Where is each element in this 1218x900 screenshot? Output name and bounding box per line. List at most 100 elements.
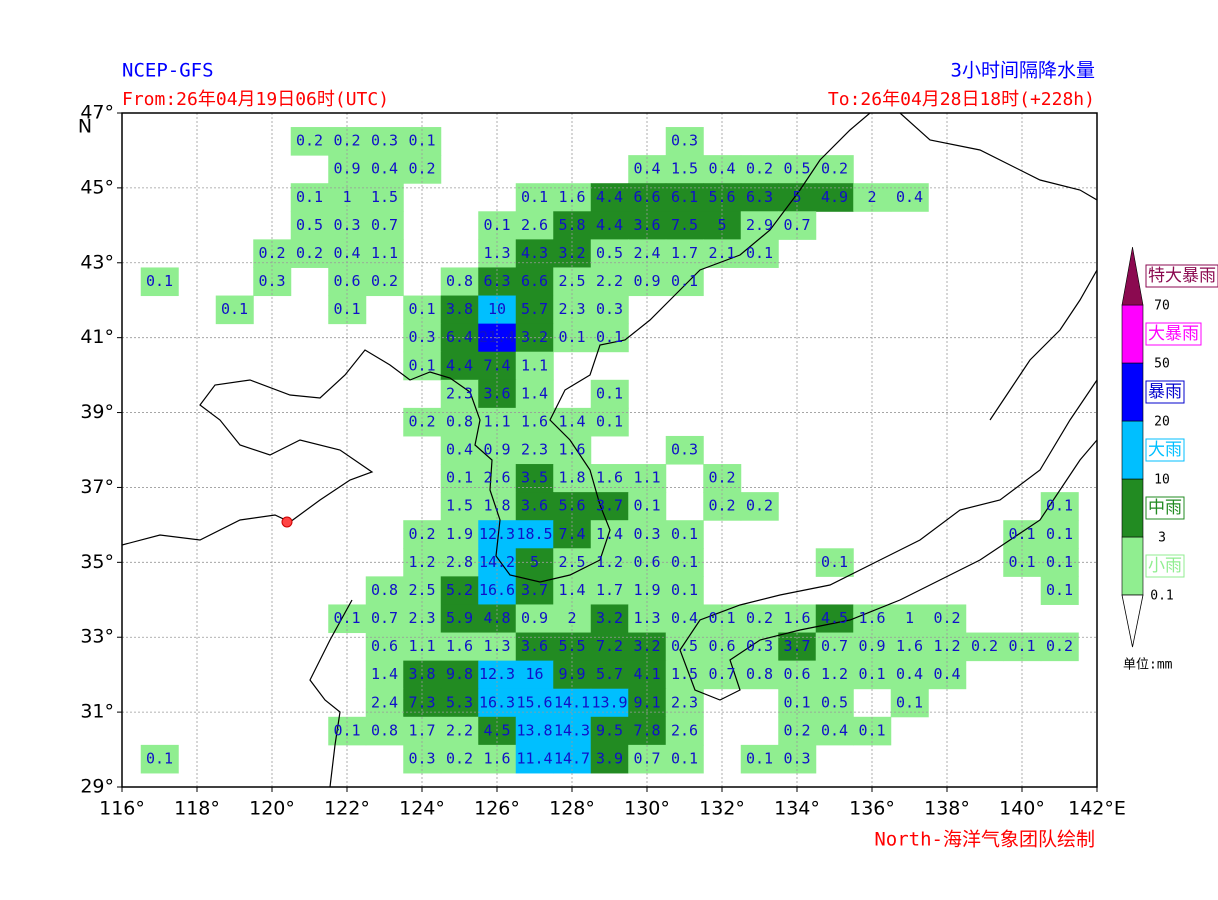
precip-value: 6.4 <box>446 328 473 346</box>
precip-value: 0.9 <box>333 160 360 178</box>
precip-cell <box>515 464 554 493</box>
legend-unit: 单位:mm <box>1123 658 1173 673</box>
precip-value: 0.7 <box>633 749 660 767</box>
precip-value: 6.3 <box>483 272 510 290</box>
x-tick-label: 122° <box>324 798 370 820</box>
precip-value: 2 <box>867 188 876 206</box>
precip-cell <box>365 688 404 718</box>
precip-value: 0.1 <box>1046 525 1073 543</box>
precip-cell <box>515 492 554 521</box>
precip-value: 5.9 <box>446 609 473 627</box>
precip-value: 0.1 <box>896 693 923 711</box>
precip-value: 1 <box>342 188 351 206</box>
precip-cell <box>665 520 704 549</box>
precip-value: 9.5 <box>596 721 623 739</box>
precip-value: 1.3 <box>633 609 660 627</box>
precip-value: 12.3 <box>479 665 515 683</box>
legend-tick-label: 20 <box>1154 415 1170 430</box>
precip-value: 0.1 <box>221 300 248 318</box>
precip-value: 0.6 <box>333 272 360 290</box>
precip-cell <box>1040 576 1079 605</box>
precip-value: 0.4 <box>371 160 398 178</box>
y-tick-label: 35° <box>80 551 114 573</box>
precip-value: 1.8 <box>558 469 585 487</box>
precip-cell <box>590 744 629 774</box>
legend-swatch <box>1121 304 1144 364</box>
precip-value: 0.1 <box>333 609 360 627</box>
x-tick-label: 126° <box>474 798 520 820</box>
precip-value: 14.1 <box>554 693 590 711</box>
precip-value: 0.1 <box>671 525 698 543</box>
model-name: NCEP-GFS <box>122 60 214 82</box>
precip-cell <box>665 716 704 746</box>
y-tick-label: 37° <box>80 476 114 498</box>
precip-value: 0.2 <box>1046 637 1073 655</box>
precip-value: 0.1 <box>746 244 773 262</box>
precip-cell <box>365 632 404 662</box>
precip-value: 2.4 <box>371 693 398 711</box>
lat-unit: N <box>78 116 92 138</box>
precip-value: 1.1 <box>633 469 660 487</box>
precip-value: 13.9 <box>591 693 627 711</box>
precip-cell <box>140 267 179 297</box>
precip-value: 0.1 <box>708 609 735 627</box>
city-marker <box>281 516 293 528</box>
precip-value: 1.7 <box>408 721 435 739</box>
legend-label-box <box>1145 264 1218 288</box>
precip-value: 0.1 <box>1046 497 1073 515</box>
precip-value: 0.1 <box>408 300 435 318</box>
precip-value: 0.2 <box>783 721 810 739</box>
precip-value: 5.6 <box>558 497 585 515</box>
precip-cell <box>515 660 554 690</box>
precip-cell <box>665 211 704 240</box>
precip-value: 16.6 <box>479 581 515 599</box>
precip-cell <box>1040 520 1079 549</box>
precip-cell <box>515 379 554 409</box>
precip-value: 3.2 <box>558 244 585 262</box>
precip-value: 0.4 <box>821 721 848 739</box>
precip-cell <box>515 520 554 549</box>
precip-value: 1.6 <box>896 637 923 655</box>
precip-cell <box>215 295 254 325</box>
precip-cell <box>515 604 554 634</box>
precip-value: 0.1 <box>1046 553 1073 571</box>
precip-value: 0.2 <box>708 469 735 487</box>
legend-swatch <box>1121 536 1144 596</box>
precip-value: 0.2 <box>371 272 398 290</box>
precip-value: 0.8 <box>446 412 473 430</box>
precip-cell <box>440 351 479 381</box>
precip-value: 0.2 <box>971 637 998 655</box>
precip-value: 0.2 <box>333 132 360 150</box>
precip-value: 0.7 <box>371 216 398 234</box>
legend-label: 大雨 <box>1148 440 1182 460</box>
precip-value: 1.9 <box>446 525 473 543</box>
precip-value: 7.8 <box>633 721 660 739</box>
precip-value: 0.7 <box>821 637 848 655</box>
precip-value: 0.8 <box>446 272 473 290</box>
coastline <box>309 599 353 787</box>
precip-cell <box>815 155 854 184</box>
precip-value: 5 <box>792 188 801 206</box>
x-tick-label: 128° <box>549 798 595 820</box>
precip-cell <box>440 604 479 634</box>
coastline <box>989 269 1097 421</box>
precip-value: 0.3 <box>633 525 660 543</box>
precip-cell <box>290 211 329 240</box>
precip-value: 3.2 <box>633 637 660 655</box>
precip-cell <box>440 267 479 297</box>
precip-value: 5.7 <box>596 665 623 683</box>
precip-cell <box>665 660 704 690</box>
x-tick-label: 142°E <box>1068 798 1126 820</box>
precip-value: 1.6 <box>521 412 548 430</box>
y-tick-label: 47° <box>80 102 114 124</box>
precip-cell <box>890 688 929 718</box>
precip-cell <box>515 435 554 465</box>
precip-values: 0.2 0.2 0.3 0.1 0.3 0.9 0.4 0.2 0.4 1.5 0.4 0.2 0.5 0… <box>146 132 1073 768</box>
precip-value: 1.6 <box>596 469 623 487</box>
legend-tick-label: 50 <box>1154 357 1170 372</box>
precip-value: 0.4 <box>671 609 698 627</box>
y-tick-label: 31° <box>80 701 114 723</box>
precip-cell <box>440 492 479 521</box>
precip-value: 1.5 <box>671 665 698 683</box>
precip-value: 1.6 <box>558 188 585 206</box>
